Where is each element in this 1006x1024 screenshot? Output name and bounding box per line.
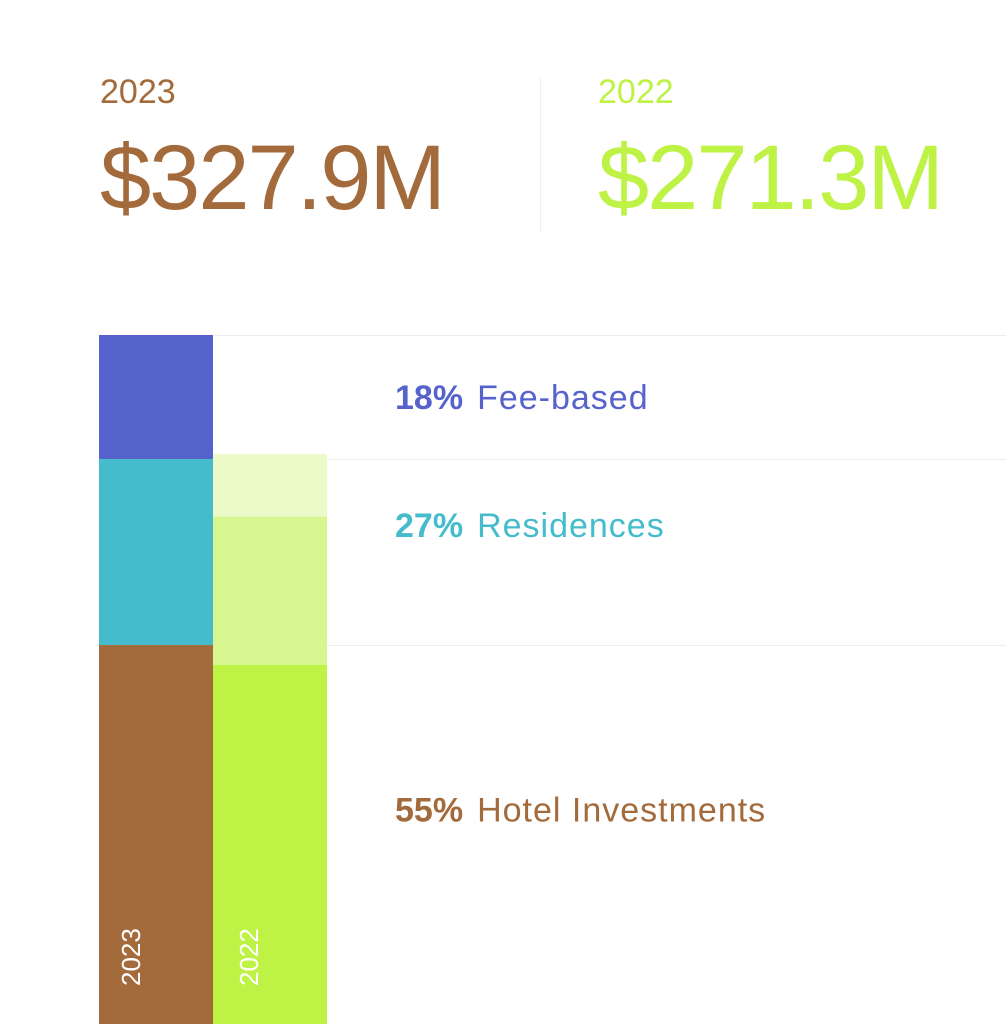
segment-name-hotel-investments: Hotel Investments xyxy=(477,792,766,830)
bar-2023-hotel-investments xyxy=(99,645,213,1024)
bar-2022-top-segment xyxy=(213,453,327,517)
bar-2022-hotel-investments xyxy=(213,664,327,1024)
bar-2022-residences xyxy=(213,516,327,665)
revenue-2022-amount: $271.3M xyxy=(598,127,944,229)
segment-name-residences: Residences xyxy=(477,507,665,545)
segment-name-fee-based: Fee-based xyxy=(477,379,649,417)
year-2022-label: 2022 xyxy=(598,73,674,111)
bar-2023-residences xyxy=(99,459,213,646)
segment-pct-fee-based: 18% xyxy=(395,379,463,417)
segment-label-hotel-investments: 55% Hotel Investments xyxy=(395,792,766,830)
revenue-2023-amount: $327.9M xyxy=(100,127,446,229)
segment-label-residences: 27% Residences xyxy=(395,507,665,545)
segment-pct-hotel-investments: 55% xyxy=(395,792,463,830)
segment-pct-residences: 27% xyxy=(395,507,463,545)
bar-2023-year-label: 2023 xyxy=(116,928,146,986)
bar-2023-fee-based xyxy=(99,335,213,460)
year-2023-label: 2023 xyxy=(100,73,176,111)
bar-2022-year-label: 2022 xyxy=(234,928,264,986)
summary-divider xyxy=(540,78,541,232)
segment-label-fee-based: 18% Fee-based xyxy=(395,379,649,417)
